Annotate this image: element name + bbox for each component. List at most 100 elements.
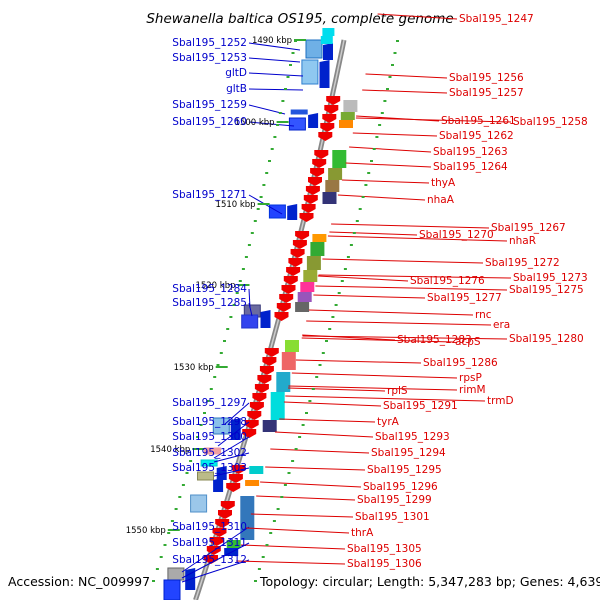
leader-line bbox=[256, 495, 356, 501]
track-dot bbox=[287, 472, 291, 474]
track-dot bbox=[334, 304, 338, 306]
track-dot bbox=[358, 208, 362, 210]
gene-label-right: Sbal195_1264 bbox=[433, 161, 508, 173]
track-dot bbox=[278, 112, 282, 114]
gene-arrow bbox=[242, 429, 257, 438]
gene-arrow bbox=[312, 159, 327, 168]
leader-line bbox=[329, 231, 418, 236]
leader-line bbox=[236, 560, 346, 565]
gene-label-right: Sbal195_1301 bbox=[355, 511, 430, 523]
gene-arrow bbox=[226, 483, 241, 492]
leader-line bbox=[250, 513, 354, 518]
leader-line bbox=[355, 117, 512, 123]
gene-label-right: Sbal195_1293 bbox=[375, 431, 450, 443]
track-dot bbox=[206, 400, 210, 402]
gene-block bbox=[310, 242, 325, 256]
track-dot bbox=[229, 316, 233, 318]
gene-label-left: Sbal195_1298 bbox=[172, 416, 247, 428]
gene-block bbox=[332, 150, 347, 168]
track-dot bbox=[265, 544, 269, 546]
gene-arrow bbox=[209, 537, 224, 546]
gene-block bbox=[290, 109, 308, 115]
gene-arrow bbox=[220, 501, 235, 510]
gene-block bbox=[295, 302, 310, 312]
gene-label-left: Sbal195_1271 bbox=[172, 189, 247, 201]
leader-line bbox=[322, 258, 484, 264]
gene-block bbox=[301, 59, 319, 85]
track-dot bbox=[301, 424, 305, 426]
track-dot bbox=[270, 148, 274, 150]
gene-arrow bbox=[322, 114, 337, 123]
track-dot bbox=[383, 100, 387, 102]
gene-arrow bbox=[257, 375, 272, 384]
gene-arrow bbox=[287, 204, 298, 220]
leader-line bbox=[283, 401, 382, 407]
leader-line bbox=[279, 418, 376, 423]
kbp-tick-label: 1520 kbp bbox=[195, 281, 235, 291]
track-dot bbox=[247, 244, 251, 246]
gene-arrow bbox=[259, 366, 274, 375]
track-dot bbox=[244, 256, 248, 258]
gene-block bbox=[190, 494, 208, 513]
leader-line bbox=[288, 385, 458, 391]
gene-label-right: Sbal195_1276 bbox=[410, 275, 485, 287]
track-dot bbox=[393, 52, 397, 54]
track-dot bbox=[315, 376, 319, 378]
track-dot bbox=[196, 436, 200, 438]
track-dot bbox=[163, 544, 167, 546]
leader-line bbox=[248, 57, 301, 63]
gene-label-right: Sbal195_1257 bbox=[449, 87, 524, 99]
track-dot bbox=[361, 196, 365, 198]
gene-label-right: Sbal195_1295 bbox=[367, 464, 442, 476]
gene-label-right: Sbal195_1263 bbox=[433, 146, 508, 158]
gene-label-right: Sbal195_1305 bbox=[347, 543, 422, 555]
leader-line bbox=[181, 526, 250, 573]
track-dot bbox=[178, 496, 182, 498]
leader-line bbox=[248, 302, 253, 317]
leader-line bbox=[240, 544, 346, 550]
track-dot bbox=[291, 460, 295, 462]
track-dot bbox=[226, 328, 230, 330]
kbp-tick-label: 1550 kbp bbox=[126, 526, 166, 536]
track-dot bbox=[213, 376, 217, 378]
gene-label-right: Sbal195_1291 bbox=[383, 400, 458, 412]
gene-label-left: Sbal195_1260 bbox=[172, 116, 247, 128]
leader-line bbox=[327, 235, 508, 242]
kbp-ticks: 1490 kbp 1500 kbp 1510 kbp 1520 kbp 1530 kbp… bbox=[126, 36, 399, 582]
track-dot bbox=[203, 412, 206, 414]
track-dot bbox=[367, 172, 371, 174]
gene-arrow bbox=[305, 186, 320, 195]
gene-arrow bbox=[314, 150, 329, 159]
leader-line bbox=[181, 542, 250, 579]
track-dot bbox=[284, 88, 287, 90]
gene-arrow bbox=[264, 348, 279, 357]
track-dot bbox=[364, 184, 368, 186]
gene-label-right: tyrA bbox=[377, 416, 400, 428]
track-dot bbox=[378, 124, 382, 126]
leader-line bbox=[285, 395, 486, 402]
track-dot bbox=[253, 220, 257, 222]
track-dot bbox=[375, 136, 379, 138]
gene-block bbox=[245, 480, 260, 486]
track-dot bbox=[349, 244, 353, 246]
gene-arrow bbox=[281, 285, 296, 294]
gene-label-right: Sbal195_1270 bbox=[419, 229, 494, 241]
gene-label-right: Sbal195_1286 bbox=[423, 357, 498, 369]
gene-arrow bbox=[323, 43, 333, 60]
gene-block bbox=[322, 28, 335, 36]
track-dot bbox=[391, 64, 394, 66]
track-dot bbox=[232, 304, 236, 306]
gene-arrow bbox=[295, 231, 310, 240]
track-dot bbox=[276, 124, 280, 126]
map-title: Shewanella baltica OS195, complete genom… bbox=[146, 11, 453, 27]
gene-arrow bbox=[292, 240, 307, 249]
gene-block bbox=[167, 567, 185, 581]
track-dot bbox=[238, 280, 242, 282]
gene-arrow bbox=[216, 466, 227, 480]
gene-label-right: rpsP bbox=[459, 372, 482, 384]
kbp-tick-label: 1530 kbp bbox=[174, 363, 214, 373]
gene-arrow bbox=[308, 113, 319, 128]
track-dot bbox=[261, 556, 265, 558]
track-dot bbox=[272, 520, 276, 522]
